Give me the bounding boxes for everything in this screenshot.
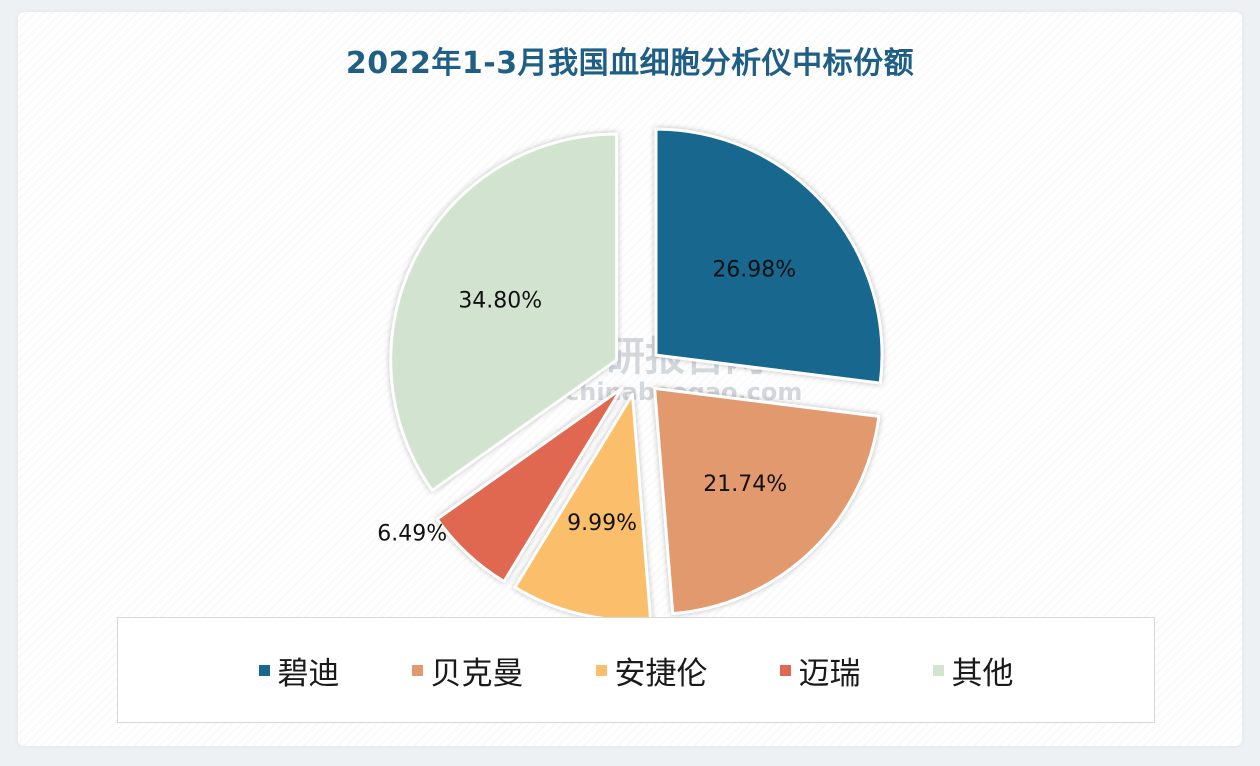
legend-item-1: 贝克曼 — [411, 648, 524, 693]
legend-item-4: 其他 — [932, 648, 1014, 693]
slice-data-label-3: 6.49% — [377, 521, 447, 546]
pie-slice-1 — [653, 386, 881, 616]
slice-data-label-2: 9.99% — [567, 511, 637, 536]
legend-label: 贝克曼 — [430, 655, 524, 692]
legend-label: 迈瑞 — [798, 655, 861, 692]
legend: 碧迪 贝克曼 安捷伦 迈瑞 其他 — [117, 617, 1155, 723]
pie-slice-0 — [654, 127, 884, 385]
pie-slice-3 — [435, 387, 624, 584]
pie-slice-4 — [389, 132, 619, 493]
legend-label: 安捷伦 — [614, 655, 708, 692]
slice-data-label-1: 21.74% — [703, 472, 787, 497]
slice-data-label-4: 34.80% — [458, 289, 542, 314]
legend-item-2: 安捷伦 — [595, 648, 708, 693]
legend-label: 其他 — [951, 655, 1014, 692]
slice-data-label-0: 26.98% — [712, 257, 796, 282]
legend-label: 碧迪 — [277, 655, 340, 692]
legend-item-0: 碧迪 — [258, 648, 340, 693]
legend-swatch — [932, 664, 944, 676]
legend-swatch — [779, 664, 791, 676]
legend-swatch — [411, 664, 423, 676]
legend-swatch — [258, 664, 270, 676]
legend-item-3: 迈瑞 — [779, 648, 861, 693]
chart-title: 2022年1-3月我国血细胞分析仪中标份额 — [345, 46, 915, 81]
legend-swatch — [595, 664, 607, 676]
